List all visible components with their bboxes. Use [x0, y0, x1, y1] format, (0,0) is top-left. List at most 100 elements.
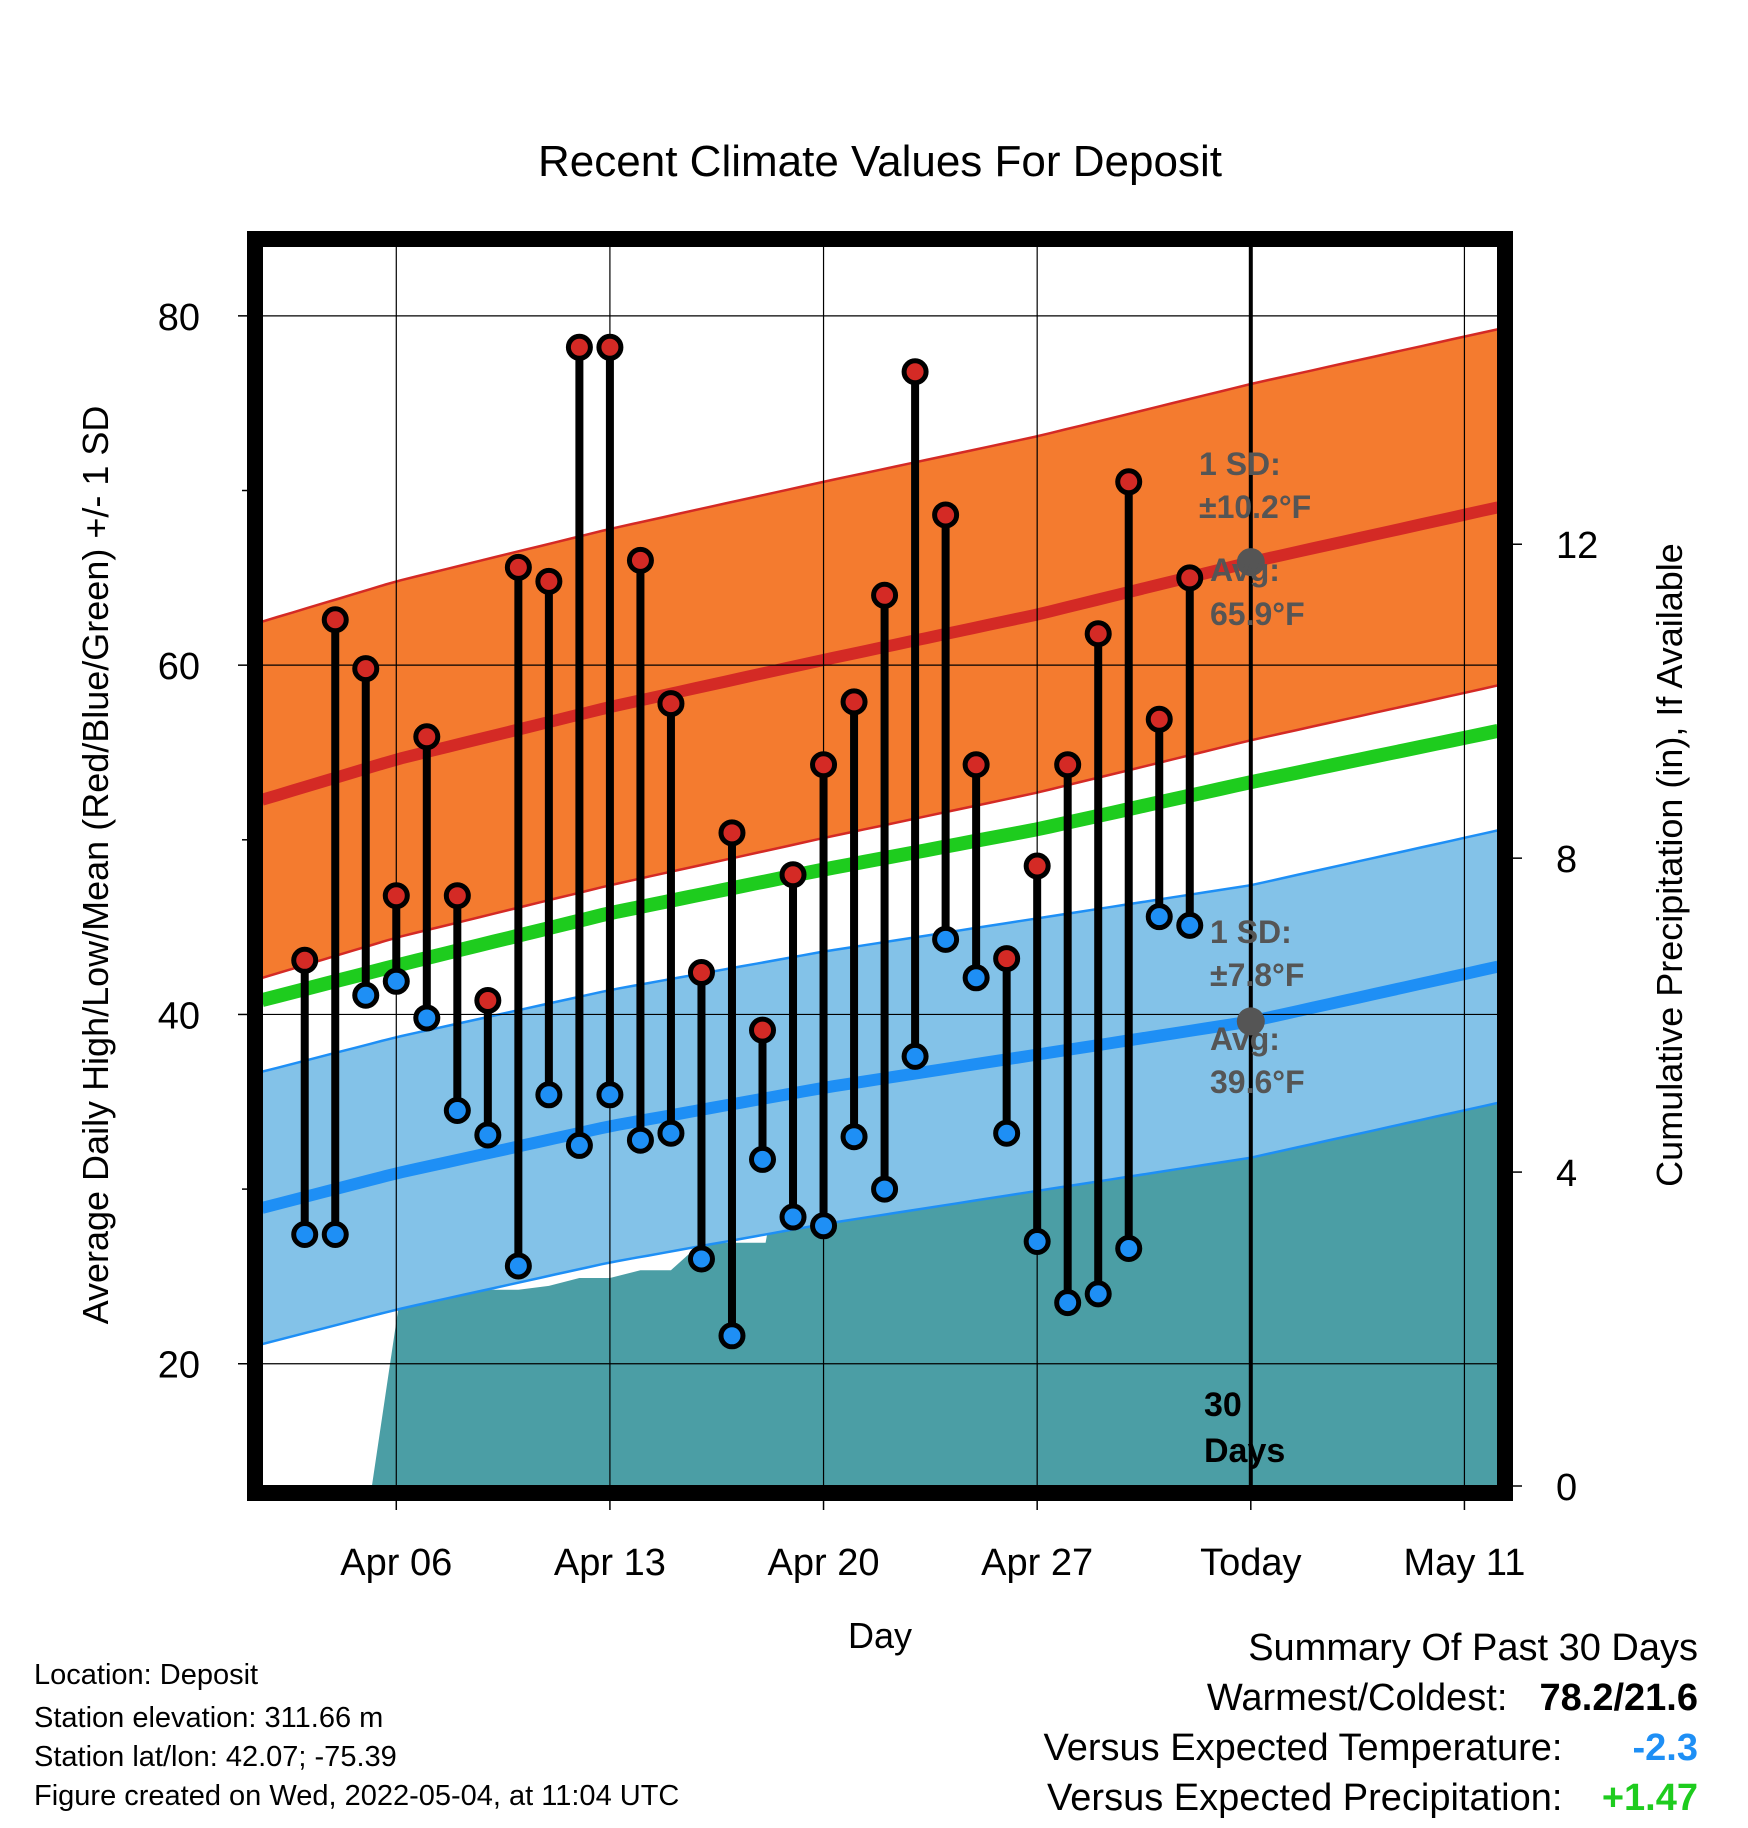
- normal-mean-line: [262, 724, 1498, 1007]
- daily-high-point: [687, 959, 715, 987]
- daily-high-point: [565, 333, 593, 361]
- x-tick-label: Today: [1200, 1542, 1301, 1584]
- y2-tick-label: 12: [1556, 525, 1598, 567]
- high-avg-label: Avg:: [1210, 552, 1280, 588]
- daily-high-point: [443, 882, 471, 910]
- daily-high-point: [382, 882, 410, 910]
- today-low-avg-marker: [1236, 1007, 1265, 1036]
- warm-cold-value: 78.2/21.6: [1539, 1677, 1698, 1719]
- daily-high-point: [749, 1016, 777, 1044]
- x-axis-title: Day: [848, 1615, 912, 1656]
- daily-low-point: [840, 1123, 868, 1151]
- daily-low-point: [1084, 1280, 1112, 1308]
- daily-high-point: [1115, 468, 1143, 496]
- daily-low-point: [1145, 903, 1173, 931]
- daily-low-point: [932, 925, 960, 953]
- x-tick-label: Apr 06: [340, 1542, 452, 1584]
- x-tick-label: Apr 13: [554, 1542, 666, 1584]
- daily-low-point: [321, 1221, 349, 1249]
- y2-axis-title: Cumulative Precipitation (in), If Availa…: [1649, 543, 1690, 1187]
- latlon-text: Station lat/lon: 42.07; -75.39: [34, 1741, 397, 1773]
- high-sd-label: 1 SD:: [1199, 446, 1281, 482]
- daily-low-point: [626, 1126, 654, 1154]
- window-days-unit: Days: [1204, 1432, 1285, 1470]
- daily-high-point: [779, 861, 807, 889]
- daily-high-point: [932, 501, 960, 529]
- y2-tick-label: 4: [1556, 1153, 1577, 1195]
- daily-high-point: [871, 581, 899, 609]
- high-band-upper-edge: [262, 327, 1498, 623]
- daily-low-point: [962, 964, 990, 992]
- daily-low-point: [382, 967, 410, 995]
- daily-low-point: [779, 1203, 807, 1231]
- daily-high-point: [1145, 705, 1173, 733]
- daily-low-point: [687, 1245, 715, 1273]
- normal-low-line: [262, 960, 1498, 1214]
- low-band-lower-edge: [262, 1101, 1498, 1346]
- daily-low-point: [504, 1252, 532, 1280]
- plot-area: [262, 327, 1498, 1486]
- daily-high-point: [474, 986, 502, 1014]
- elevation-text: Station elevation: 311.66 m: [34, 1702, 384, 1734]
- chart-title: Recent Climate Values For Deposit: [538, 137, 1222, 186]
- daily-high-point: [626, 546, 654, 574]
- daily-low-point: [810, 1212, 838, 1240]
- daily-high-point: [535, 567, 563, 595]
- daily-low-point: [1054, 1289, 1082, 1317]
- daily-low-point: [535, 1081, 563, 1109]
- daily-high-point: [810, 751, 838, 779]
- low-avg-label: Avg:: [1210, 1021, 1280, 1057]
- daily-high-point: [1176, 564, 1204, 592]
- today-high-avg-marker: [1236, 548, 1265, 577]
- daily-low-point: [1176, 911, 1204, 939]
- daily-high-point: [321, 606, 349, 634]
- daily-low-point: [871, 1175, 899, 1203]
- daily-low-point: [993, 1119, 1021, 1147]
- high-sd-value: ±10.2°F: [1199, 489, 1311, 525]
- y-tick-label: 20: [158, 1345, 200, 1387]
- daily-high-point: [962, 751, 990, 779]
- daily-low-point: [565, 1131, 593, 1159]
- daily-high-point: [840, 688, 868, 716]
- daily-high-point: [1054, 751, 1082, 779]
- warm-cold-label: Warmest/Coldest:: [1206, 1677, 1508, 1719]
- low-sd-band: [262, 830, 1498, 1345]
- low-band-upper-edge: [262, 829, 1498, 1073]
- precip-value: +1.47: [1601, 1777, 1698, 1819]
- low-sd-value: ±7.8°F: [1210, 957, 1304, 993]
- y-tick-label: 60: [158, 646, 200, 688]
- temp-label: Versus Expected Temperature:: [1043, 1727, 1563, 1769]
- y-axis-title: Average Daily High/Low/Mean (Red/Blue/Gr…: [75, 406, 116, 1325]
- daily-high-point: [901, 358, 929, 386]
- summary-title: Summary Of Past 30 Days: [1248, 1627, 1698, 1669]
- window-days-number: 30: [1204, 1386, 1242, 1424]
- low-avg-value: 39.6°F: [1210, 1064, 1305, 1100]
- summary-temp: Versus Expected Temperature: -2.3: [1044, 1727, 1698, 1770]
- temp-value: -2.3: [1632, 1727, 1698, 1769]
- daily-high-point: [1084, 620, 1112, 648]
- low-sd-label: 1 SD:: [1210, 914, 1292, 950]
- y-tick-label: 80: [158, 297, 200, 339]
- daily-high-point: [718, 819, 746, 847]
- high-band-lower-edge: [262, 684, 1498, 980]
- daily-low-point: [291, 1221, 319, 1249]
- plot-frame: [247, 231, 1513, 1501]
- daily-low-point: [657, 1119, 685, 1147]
- y-tick-label: 40: [158, 995, 200, 1037]
- high-avg-value: 65.9°F: [1210, 596, 1305, 632]
- daily-low-point: [1023, 1227, 1051, 1255]
- data-marks: [291, 333, 1265, 1350]
- x-tick-label: Apr 27: [981, 1542, 1093, 1584]
- axes: 20 40 60 80 0 4 8 12 Apr 06 Apr 13 Apr 20 Apr 27 Tod…: [158, 297, 1599, 1584]
- summary-warm-cold: Warmest/Coldest: 78.2/21.6: [1207, 1677, 1698, 1720]
- y2-tick-label: 0: [1556, 1467, 1577, 1509]
- precip-area: [371, 1093, 1498, 1486]
- daily-low-point: [901, 1042, 929, 1070]
- daily-high-point: [413, 723, 441, 751]
- daily-low-point: [413, 1004, 441, 1032]
- daily-low-point: [443, 1097, 471, 1125]
- daily-high-point: [993, 945, 1021, 973]
- daily-high-point: [1023, 852, 1051, 880]
- y2-tick-label: 8: [1556, 839, 1577, 881]
